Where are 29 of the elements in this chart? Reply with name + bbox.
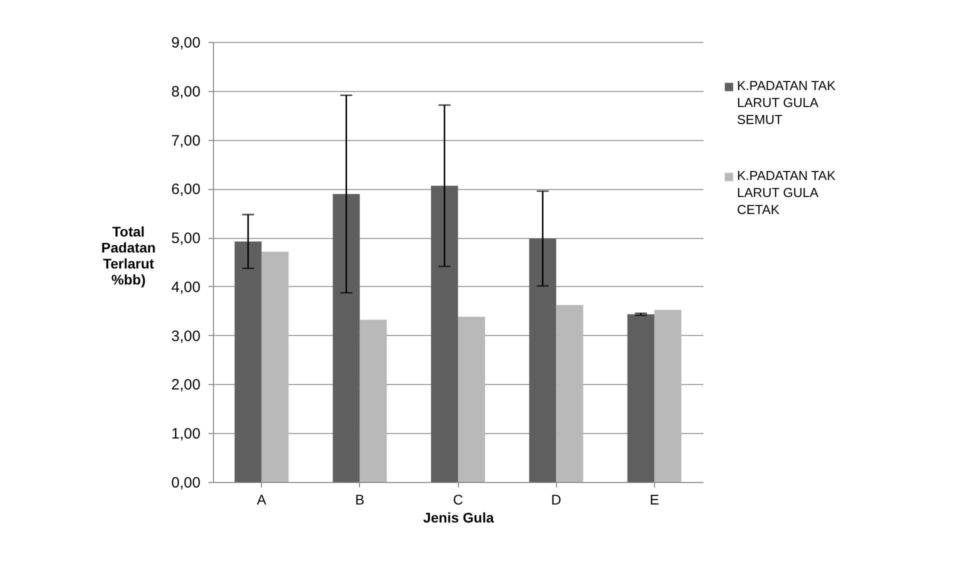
y-tick-label: 7,00 bbox=[171, 132, 200, 150]
y-tick-label: 2,00 bbox=[171, 376, 200, 394]
bar bbox=[556, 305, 584, 482]
y-tick-label: 3,00 bbox=[171, 328, 200, 345]
x-tick-label: A bbox=[256, 492, 267, 508]
y-tick-label: 0,00 bbox=[171, 474, 200, 492]
y-tick-label: 4,00 bbox=[171, 278, 200, 296]
x-tick-label: B bbox=[355, 492, 364, 508]
y-tick-label: 8,00 bbox=[171, 83, 200, 100]
bar bbox=[234, 241, 262, 482]
y-tick-label: 6,00 bbox=[171, 181, 200, 198]
x-axis-title: Jenis Gula bbox=[423, 510, 494, 526]
y-tick-label: 5,00 bbox=[171, 230, 200, 248]
bar bbox=[654, 310, 682, 482]
y-tick-label: 1,00 bbox=[171, 426, 200, 443]
bar bbox=[430, 186, 458, 482]
y-tick-label: 9,00 bbox=[171, 34, 200, 52]
bar bbox=[360, 320, 387, 482]
bar bbox=[262, 252, 289, 482]
x-tick-label: D bbox=[551, 492, 562, 508]
x-tick-label: C bbox=[452, 492, 464, 508]
y-axis-title: Total Padatan Terlarut %bb) bbox=[101, 224, 156, 288]
bar bbox=[458, 316, 486, 482]
legend-label: K.PADATAN TAK LARUT GULA SEMUT bbox=[737, 78, 836, 127]
bar bbox=[627, 314, 654, 482]
x-tick-label: E bbox=[650, 492, 660, 508]
bar bbox=[332, 194, 360, 482]
bar bbox=[529, 238, 556, 482]
legend-label: K.PADATAN TAK LARUT GULA CETAK bbox=[737, 168, 836, 217]
